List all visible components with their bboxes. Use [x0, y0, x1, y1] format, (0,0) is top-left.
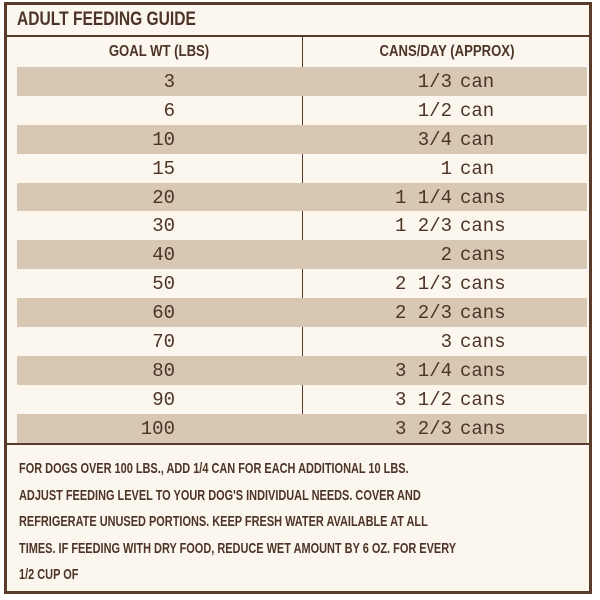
table-row: 80 3 1/4 cans [17, 355, 587, 385]
unit: can [460, 99, 495, 122]
table-row: 40 2 cans [17, 240, 587, 270]
unit: cans [460, 215, 506, 238]
amount: 1 1/4 [394, 186, 452, 209]
weight: 90 [152, 388, 175, 411]
table-row: 100 3 2/3 cans [17, 413, 587, 443]
weight: 60 [152, 302, 175, 325]
unit: cans [460, 186, 506, 209]
column-divider [302, 37, 303, 443]
unit: cans [460, 359, 506, 382]
amount: 2 2/3 [394, 302, 452, 325]
weight: 20 [152, 186, 175, 209]
unit: can [460, 157, 495, 180]
unit: cans [460, 331, 506, 354]
note-line: 1/2 CUP OF [19, 566, 79, 583]
notes: FOR DOGS OVER 100 LBS., ADD 1/4 CAN FOR … [19, 456, 600, 589]
amount: 1/2 [417, 99, 452, 122]
table-row: 30 1 2/3 cans [17, 211, 587, 240]
weight: 50 [152, 273, 175, 296]
note-line: TIMES. IF FEEDING WITH DRY FOOD, REDUCE … [19, 539, 457, 557]
amount: 3 1/4 [394, 359, 452, 382]
amount: 3 2/3 [394, 417, 452, 440]
table-row: 15 1 can [17, 154, 587, 183]
weight: 70 [152, 331, 175, 354]
table-row: 20 1 1/4 cans [17, 182, 587, 212]
title: ADULT FEEDING GUIDE [17, 9, 196, 30]
amount: 3/4 [417, 128, 452, 151]
unit: cans [460, 417, 506, 440]
note-line: FOR DOGS OVER 100 LBS., ADD 1/4 CAN FOR … [19, 460, 409, 477]
amount: 1 [440, 157, 452, 180]
table-row: 50 2 1/3 cans [17, 269, 587, 298]
unit: cans [460, 388, 506, 411]
amount: 2 [440, 244, 452, 267]
weight: 40 [152, 244, 175, 267]
table-body: 3 1/3 can 6 1/2 can 10 3/4 can 15 1 can 20 1 1/4 cans 3… [17, 67, 587, 443]
column-header: GOAL WT (LBS) [108, 43, 210, 60]
unit: cans [460, 273, 506, 296]
amount: 1/3 [417, 71, 452, 93]
table-row: 90 3 1/2 cans [17, 385, 587, 414]
rule [7, 443, 589, 445]
weight: 80 [152, 359, 175, 382]
unit: can [460, 128, 495, 151]
unit: can [460, 71, 495, 93]
amount: 3 [440, 331, 452, 354]
unit: cans [460, 244, 506, 267]
unit: cans [460, 302, 506, 325]
table-row: 3 1/3 can [17, 67, 587, 96]
table-row: 60 2 2/3 cans [17, 298, 587, 328]
note-line: ADJUST FEEDING LEVEL TO YOUR DOG'S INDIV… [19, 486, 421, 504]
amount: 3 1/2 [394, 388, 452, 411]
rule [7, 35, 589, 37]
feeding-guide-card: ADULT FEEDING GUIDE GOAL WT (LBS) CANS/D… [4, 2, 592, 594]
amount: 1 2/3 [394, 215, 452, 238]
weight: 6 [163, 99, 175, 122]
note-line: REFRIGERATE UNUSED PORTIONS. KEEP FRESH … [19, 513, 428, 530]
weight: 3 [163, 71, 175, 93]
table-row: 10 3/4 can [17, 124, 587, 154]
table-row: 6 1/2 can [17, 96, 587, 125]
column-header: CANS/DAY (APPROX) [379, 43, 515, 60]
weight: 10 [152, 128, 175, 151]
weight: 100 [140, 417, 175, 440]
weight: 30 [152, 215, 175, 238]
table-row: 70 3 cans [17, 327, 587, 356]
amount: 2 1/3 [394, 273, 452, 296]
weight: 15 [152, 157, 175, 180]
